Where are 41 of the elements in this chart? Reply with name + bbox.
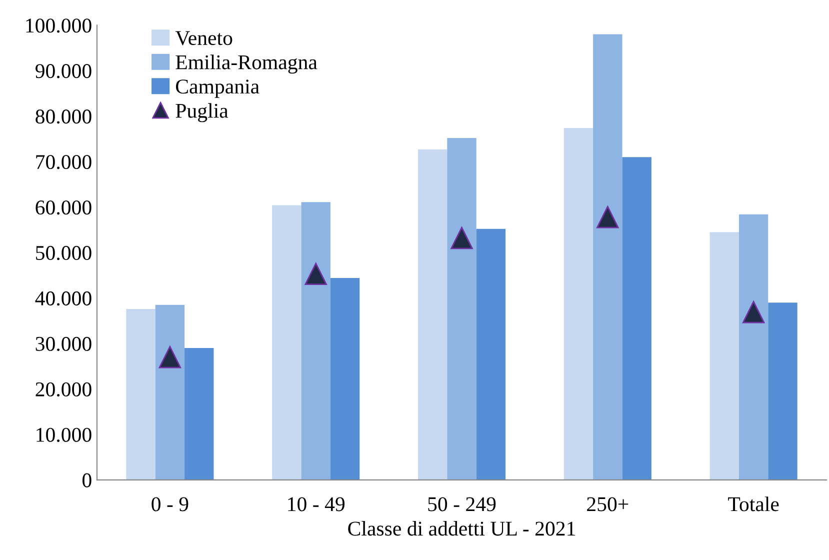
y-tick-label: 100.000 [26,18,92,33]
y-tick-label: 50.000 [36,246,92,260]
bar [301,202,330,480]
bar [710,232,739,480]
x-tick-label: 0 - 9 [152,497,188,512]
bar [184,348,214,480]
y-tick-label: 20.000 [36,382,92,396]
legend-label: Emilia-Romagna [176,54,318,74]
legend-label: Puglia [176,103,228,122]
bar [564,128,594,480]
bar [738,214,768,480]
point [596,206,619,228]
bar [768,302,798,480]
bar [272,205,302,480]
bar [330,278,360,480]
x-tick-label: 50 - 249 [428,497,496,512]
bar [622,157,652,480]
bar [155,304,185,480]
x-tick-label: 250+ [587,497,628,512]
point [304,262,327,286]
x-axis-title: Classe di addetti UL - 2021 [348,521,575,536]
y-tick-label: 70.000 [36,154,92,170]
y-tick-label: 30.000 [36,336,92,352]
y-tick-label: 10.000 [36,428,92,442]
point [158,346,182,368]
y-tick-label: 60.000 [36,200,92,215]
bar [126,308,156,480]
bar [418,149,448,480]
y-tick-label: 0 [82,473,92,488]
x-tick-label: 10 - 49 [288,497,345,512]
y-tick-label: 80.000 [36,110,92,124]
point [450,226,473,250]
y-tick-label: 90.000 [36,64,92,78]
y-tick-label: 40.000 [35,291,92,306]
bar [447,138,476,480]
point [742,301,765,324]
bar [593,34,622,480]
x-tick-label: Totale [728,496,779,512]
bar [476,228,506,480]
legend-label: Veneto [175,31,232,46]
legend-label: Campania [176,80,260,98]
